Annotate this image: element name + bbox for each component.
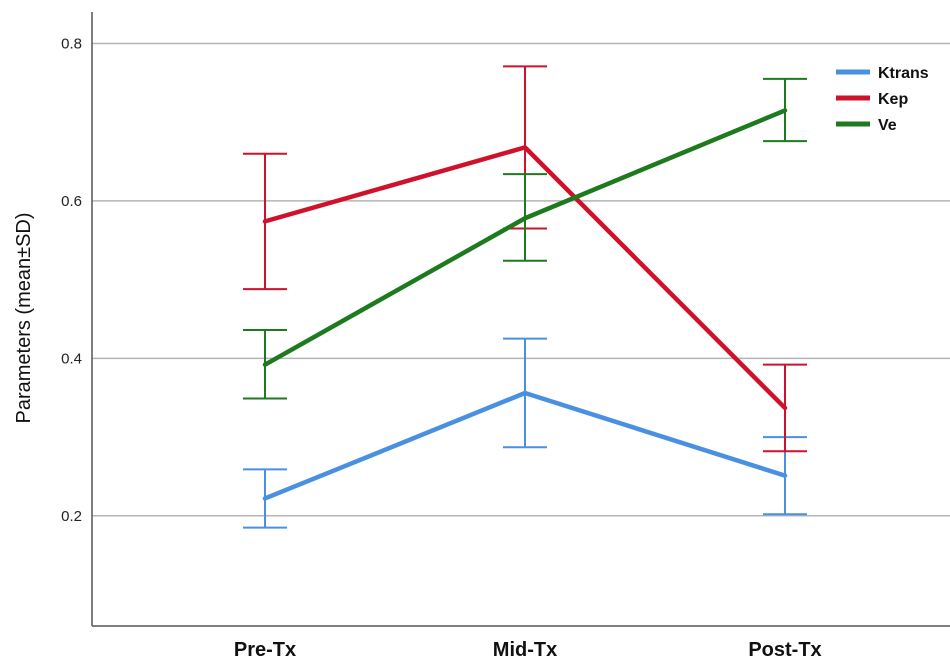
series-line-kep [262, 145, 788, 411]
y-axis-title: Parameters (mean±SD) [13, 212, 35, 423]
y-tick-label: 0.4 [61, 350, 82, 367]
legend-label: Ve [878, 117, 897, 134]
y-tick-label: 0.8 [61, 35, 82, 52]
x-tick-labels: Pre-Tx Mid-Tx Post-Tx [234, 639, 822, 661]
y-tick-label: 0.2 [61, 508, 82, 525]
legend-label: Ktrans [878, 65, 929, 82]
series-line-ve [262, 108, 788, 367]
gridlines [92, 42, 950, 517]
x-tick-label: Post-Tx [748, 639, 821, 661]
legend: Ktrans Kep Ve [836, 65, 929, 134]
legend-item: Ve [836, 117, 897, 134]
legend-item: Ktrans [836, 65, 929, 82]
legend-label: Kep [878, 91, 908, 108]
axes [91, 12, 950, 627]
x-tick-label: Pre-Tx [234, 639, 296, 661]
y-tick-label: 0.6 [61, 193, 82, 210]
x-tick-label: Mid-Tx [493, 639, 557, 661]
series-ktrans [243, 337, 807, 529]
legend-item: Kep [836, 91, 908, 108]
series-group [243, 65, 807, 529]
y-tick-labels: 0.2 0.4 0.6 0.8 [61, 35, 82, 524]
series-line-ktrans [262, 390, 788, 501]
